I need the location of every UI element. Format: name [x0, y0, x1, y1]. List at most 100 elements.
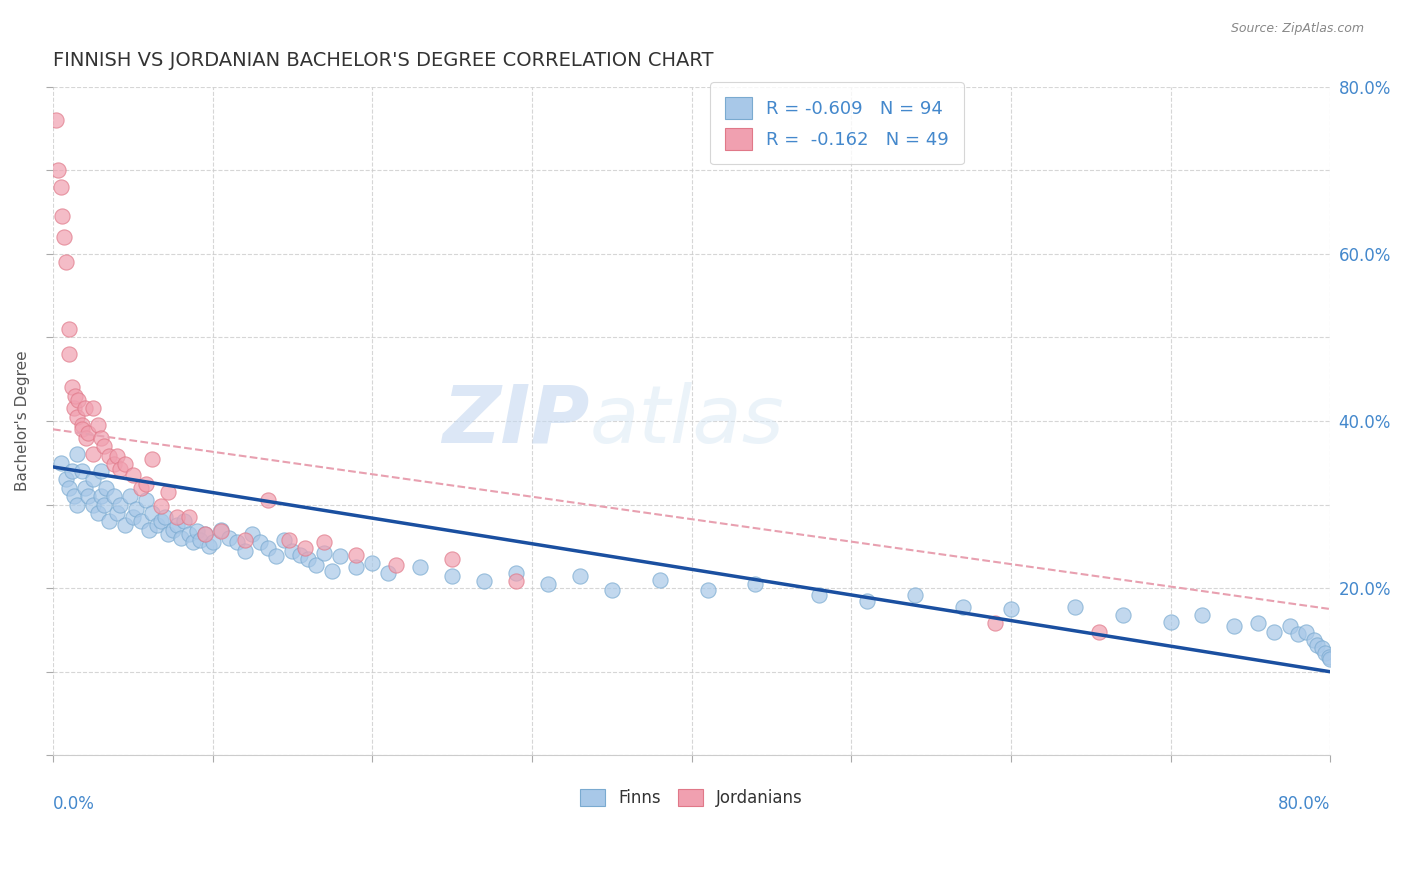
Point [82, 401, 104, 416]
Point [62, 489, 84, 503]
Point [70, 418, 93, 433]
Point [53, 230, 76, 244]
Legend: R = -0.609   N = 94, R =  -0.162   N = 49: R = -0.609 N = 94, R = -0.162 N = 49 [710, 82, 963, 164]
Point [105, 506, 128, 520]
Point [1295, 624, 1317, 639]
Point [134, 476, 156, 491]
Point [51, 209, 73, 223]
Point [472, 574, 495, 589]
Point [118, 489, 141, 503]
Point [108, 462, 131, 476]
Point [290, 548, 312, 562]
Point [90, 464, 112, 478]
Point [314, 535, 336, 549]
Point [90, 431, 112, 445]
Point [194, 526, 217, 541]
Point [808, 588, 831, 602]
Point [1223, 619, 1246, 633]
Point [294, 541, 316, 555]
Text: 80.0%: 80.0% [1278, 796, 1330, 814]
Point [60, 380, 83, 394]
Point [90, 489, 112, 503]
Point [67, 392, 90, 407]
Point [65, 389, 87, 403]
Point [1263, 624, 1285, 639]
Point [281, 543, 304, 558]
Point [537, 577, 560, 591]
Point [125, 501, 148, 516]
Point [66, 447, 89, 461]
Point [1063, 599, 1085, 614]
Point [1319, 652, 1341, 666]
Point [441, 568, 464, 582]
Point [1160, 615, 1182, 629]
Point [114, 458, 136, 472]
Point [273, 533, 295, 547]
Point [505, 574, 527, 589]
Point [904, 588, 927, 602]
Text: Source: ZipAtlas.com: Source: ZipAtlas.com [1230, 22, 1364, 36]
Point [266, 549, 288, 564]
Point [409, 560, 432, 574]
Point [568, 568, 591, 582]
Point [103, 458, 125, 472]
Point [648, 573, 671, 587]
Point [86, 418, 108, 433]
Point [103, 489, 125, 503]
Point [121, 510, 143, 524]
Point [66, 498, 89, 512]
Point [55, 473, 77, 487]
Point [169, 531, 191, 545]
Point [150, 514, 173, 528]
Point [49, 456, 72, 470]
Point [314, 546, 336, 560]
Point [209, 523, 232, 537]
Point [1000, 602, 1022, 616]
Point [297, 552, 319, 566]
Point [156, 485, 179, 500]
Point [385, 558, 408, 572]
Point [1191, 607, 1213, 622]
Point [129, 481, 152, 495]
Point [278, 533, 301, 547]
Point [70, 464, 93, 478]
Point [114, 518, 136, 533]
Point [141, 506, 163, 520]
Point [45, 112, 67, 127]
Point [198, 539, 221, 553]
Point [194, 526, 217, 541]
Point [97, 514, 120, 528]
Point [233, 533, 256, 547]
Point [150, 499, 173, 513]
Point [156, 526, 179, 541]
Point [1247, 616, 1270, 631]
Point [58, 481, 80, 495]
Point [257, 541, 280, 555]
Point [66, 409, 89, 424]
Point [60, 464, 83, 478]
Point [984, 616, 1007, 631]
Point [94, 481, 117, 495]
Text: ZIP: ZIP [441, 382, 589, 460]
Point [55, 255, 77, 269]
Point [952, 599, 974, 614]
Point [1317, 649, 1340, 664]
Point [321, 565, 343, 579]
Point [218, 531, 240, 545]
Point [305, 558, 328, 572]
Point [1315, 646, 1337, 660]
Point [856, 593, 879, 607]
Point [242, 526, 264, 541]
Point [86, 506, 108, 520]
Point [329, 549, 352, 564]
Point [108, 498, 131, 512]
Point [121, 468, 143, 483]
Y-axis label: Bachelor's Degree: Bachelor's Degree [15, 351, 30, 491]
Point [177, 510, 200, 524]
Point [257, 493, 280, 508]
Text: 0.0%: 0.0% [53, 796, 94, 814]
Point [377, 566, 399, 580]
Point [70, 422, 93, 436]
Point [145, 518, 167, 533]
Point [361, 556, 384, 570]
